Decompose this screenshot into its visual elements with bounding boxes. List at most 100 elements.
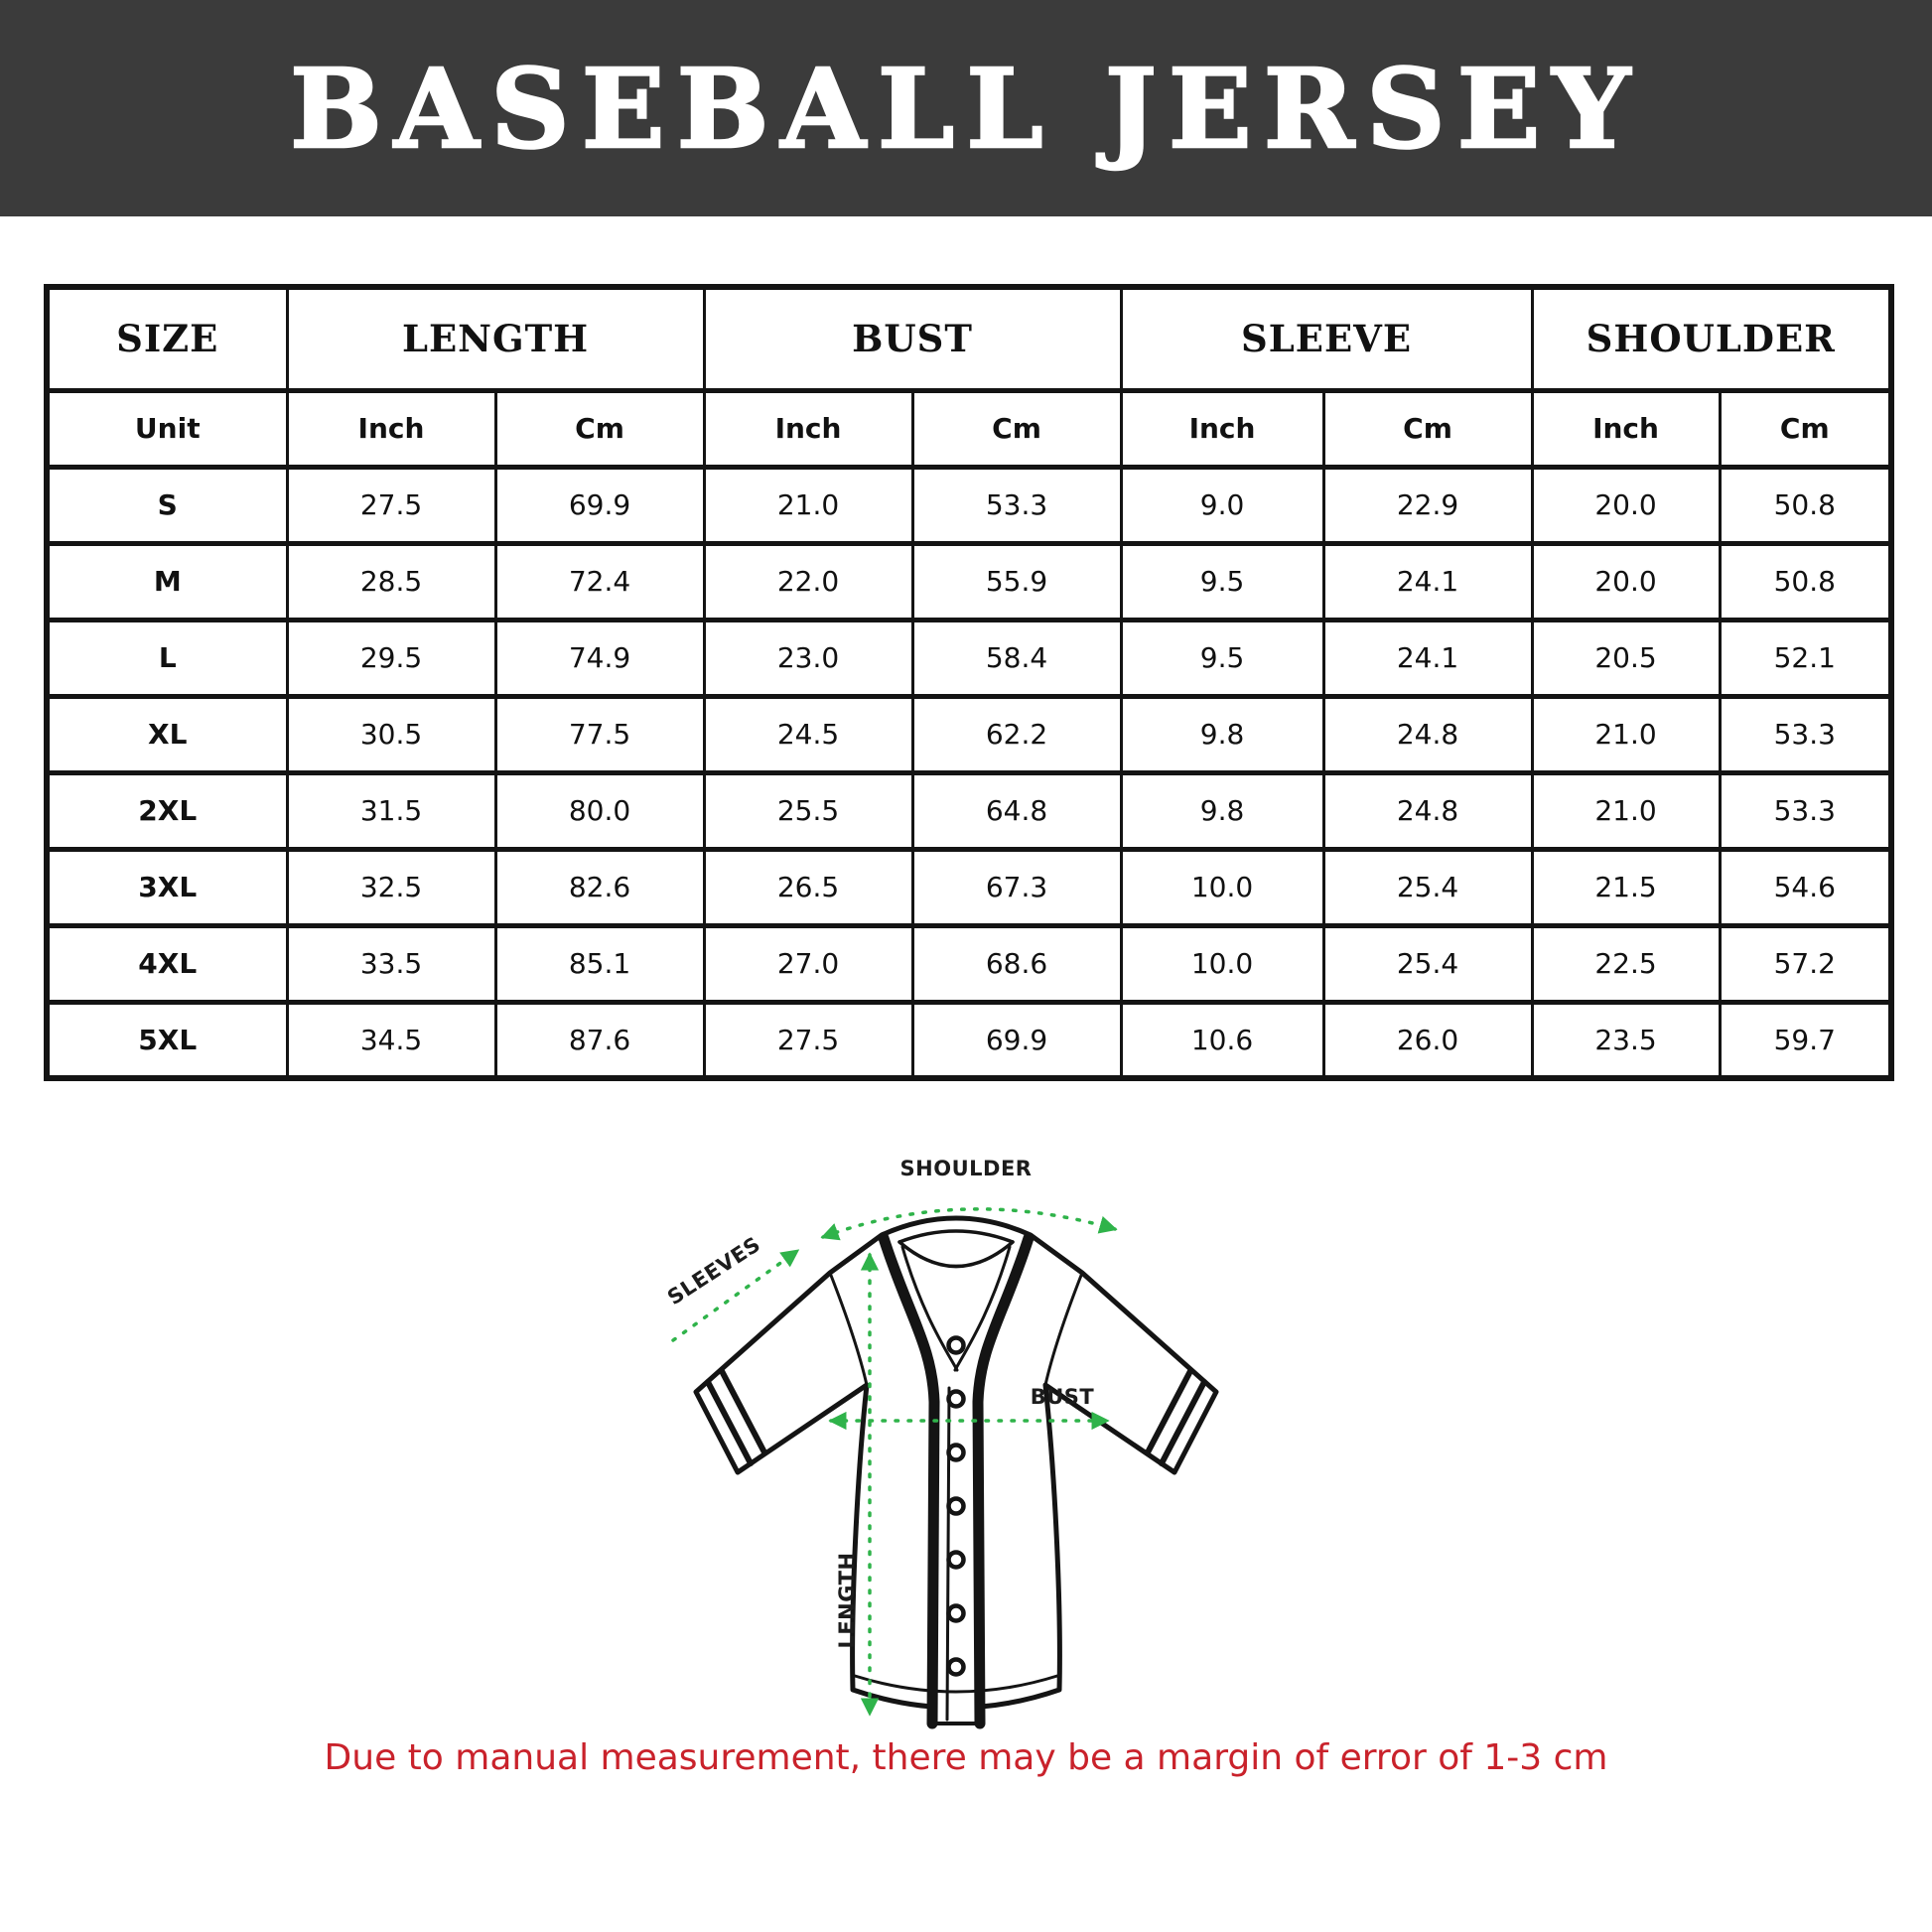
page-title: BASEBALL JERSEY: [289, 43, 1643, 174]
length-label: LENGTH: [835, 1552, 859, 1648]
value-cell: 52.1: [1718, 617, 1893, 699]
value-cell: 10.6: [1119, 999, 1325, 1081]
value-cell: 9.8: [1119, 693, 1325, 775]
value-cell: 62.2: [910, 693, 1123, 775]
value-cell: 55.9: [910, 540, 1123, 622]
value-cell: 57.2: [1718, 922, 1893, 1005]
unit-cell: Cm: [493, 387, 706, 470]
value-cell: 34.5: [285, 999, 497, 1081]
value-cell: 24.5: [702, 693, 914, 775]
measurement-guides: [671, 1207, 1118, 1717]
value-cell: 23.0: [702, 617, 914, 699]
value-cell: 85.1: [493, 922, 706, 1005]
jersey-outline-drawing: [693, 1215, 1219, 1729]
value-cell: 53.3: [1718, 693, 1893, 775]
unit-cell: Inch: [285, 387, 497, 470]
value-cell: 9.5: [1119, 617, 1325, 699]
column-header-bust: BUST: [702, 284, 1123, 393]
value-cell: 22.9: [1321, 464, 1534, 546]
title-banner: BASEBALL JERSEY: [0, 0, 1932, 216]
value-cell: 68.6: [910, 922, 1123, 1005]
value-cell: 53.3: [910, 464, 1123, 546]
value-cell: 69.9: [493, 464, 706, 546]
value-cell: 67.3: [910, 846, 1123, 928]
value-cell: 31.5: [285, 769, 497, 852]
column-header-size: SIZE: [45, 284, 289, 393]
unit-cell: Inch: [702, 387, 914, 470]
value-cell: 28.5: [285, 540, 497, 622]
value-cell: 50.8: [1718, 464, 1893, 546]
value-cell: 26.0: [1321, 999, 1534, 1081]
size-cell: 2XL: [45, 769, 289, 852]
value-cell: 24.1: [1321, 617, 1534, 699]
value-cell: 9.8: [1119, 769, 1325, 852]
size-cell: 3XL: [45, 846, 289, 928]
value-cell: 27.5: [285, 464, 497, 546]
table-row: XL 30.5 77.5 24.5 62.2 9.8 24.8 21.0 53.…: [45, 693, 1893, 775]
jersey-measurement-drawing: SHOULDER SLEEVES BUST LENGTH: [663, 1157, 1219, 1729]
table-header-row: SIZE LENGTH BUST SLEEVE SHOULDER: [45, 284, 1893, 393]
value-cell: 59.7: [1718, 999, 1893, 1081]
unit-row: Unit Inch Cm Inch Cm Inch Cm Inch Cm: [45, 387, 1893, 470]
value-cell: 9.5: [1119, 540, 1325, 622]
value-cell: 87.6: [493, 999, 706, 1081]
value-cell: 21.5: [1530, 846, 1722, 928]
value-cell: 54.6: [1718, 846, 1893, 928]
value-cell: 82.6: [493, 846, 706, 928]
value-cell: 25.5: [702, 769, 914, 852]
size-cell: 5XL: [45, 999, 289, 1081]
value-cell: 72.4: [493, 540, 706, 622]
unit-cell: Cm: [910, 387, 1123, 470]
shoulder-label: SHOULDER: [900, 1157, 1033, 1180]
measurement-note: Due to manual measurement, there may be …: [324, 1737, 1608, 1778]
shoulder-measure-arc: [820, 1207, 1118, 1241]
value-cell: 22.0: [702, 540, 914, 622]
jersey-buttons: [946, 1335, 966, 1677]
value-cell: 74.9: [493, 617, 706, 699]
column-header-sleeve: SLEEVE: [1119, 284, 1534, 393]
column-header-shoulder: SHOULDER: [1530, 284, 1893, 393]
value-cell: 21.0: [702, 464, 914, 546]
jersey-diagram: SHOULDER SLEEVES BUST LENGTH: [619, 1142, 1313, 1749]
value-cell: 9.0: [1119, 464, 1325, 546]
sleeves-label: SLEEVES: [663, 1232, 764, 1310]
size-cell: L: [45, 617, 289, 699]
column-header-length: LENGTH: [285, 284, 706, 393]
value-cell: 50.8: [1718, 540, 1893, 622]
sleeves-measure-line: [671, 1249, 800, 1342]
value-cell: 29.5: [285, 617, 497, 699]
value-cell: 33.5: [285, 922, 497, 1005]
value-cell: 80.0: [493, 769, 706, 852]
value-cell: 58.4: [910, 617, 1123, 699]
size-cell: S: [45, 464, 289, 546]
unit-cell: Cm: [1718, 387, 1893, 470]
value-cell: 27.0: [702, 922, 914, 1005]
value-cell: 21.0: [1530, 693, 1722, 775]
size-cell: M: [45, 540, 289, 622]
value-cell: 25.4: [1321, 922, 1534, 1005]
size-chart-table: SIZE LENGTH BUST SLEEVE SHOULDER Unit In…: [44, 284, 1895, 1081]
value-cell: 64.8: [910, 769, 1123, 852]
value-cell: 26.5: [702, 846, 914, 928]
value-cell: 24.8: [1321, 693, 1534, 775]
value-cell: 27.5: [702, 999, 914, 1081]
table-row: M 28.5 72.4 22.0 55.9 9.5 24.1 20.0 50.8: [45, 540, 1893, 622]
value-cell: 69.9: [910, 999, 1123, 1081]
value-cell: 24.8: [1321, 769, 1534, 852]
value-cell: 23.5: [1530, 999, 1722, 1081]
unit-cell: Cm: [1321, 387, 1534, 470]
unit-cell: Inch: [1530, 387, 1722, 470]
value-cell: 20.5: [1530, 617, 1722, 699]
value-cell: 53.3: [1718, 769, 1893, 852]
value-cell: 10.0: [1119, 846, 1325, 928]
size-cell: XL: [45, 693, 289, 775]
value-cell: 20.0: [1530, 540, 1722, 622]
value-cell: 25.4: [1321, 846, 1534, 928]
value-cell: 22.5: [1530, 922, 1722, 1005]
unit-cell: Inch: [1119, 387, 1325, 470]
table-row: L 29.5 74.9 23.0 58.4 9.5 24.1 20.5 52.1: [45, 617, 1893, 699]
table-row: 5XL 34.5 87.6 27.5 69.9 10.6 26.0 23.5 5…: [45, 999, 1893, 1081]
value-cell: 20.0: [1530, 464, 1722, 546]
unit-label: Unit: [45, 387, 289, 470]
